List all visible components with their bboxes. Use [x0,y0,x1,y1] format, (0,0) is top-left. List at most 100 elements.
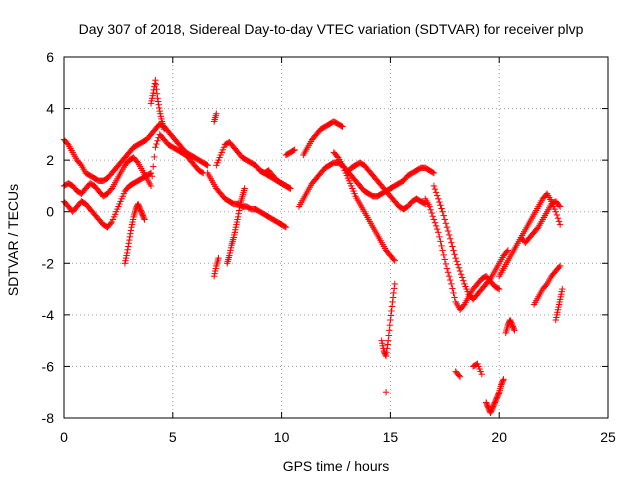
data-point [154,137,161,145]
data-point [431,185,439,193]
data-point [437,238,444,245]
data-point [140,214,148,222]
data-point [152,144,159,151]
data-point [150,163,157,170]
data-point [430,182,438,190]
x-tick-labels: 0 5 10 15 20 25 [60,429,616,445]
data-point [428,209,435,217]
data-point [156,104,163,112]
data-point [439,247,446,254]
y-tick-label: 6 [46,49,54,65]
data-point [234,213,242,221]
data-point [151,80,159,87]
data-point [440,212,447,219]
data-point [429,169,437,176]
data-point [556,262,564,270]
data-point [459,274,466,281]
data-point [153,86,160,93]
data-point [451,294,458,301]
chart-title: Day 307 of 2018, Sidereal Day-to-day VTE… [79,21,584,37]
data-point [150,86,157,94]
data-point [450,289,457,297]
data-point [235,210,242,217]
data-point [454,261,462,268]
series-track-w [482,376,507,417]
data-point [391,257,398,264]
data-point [456,373,464,380]
series-track-a [60,120,211,184]
data-point [391,285,398,292]
data-point [282,223,290,231]
data-point [449,243,456,250]
data-point [504,247,512,254]
data-point [235,207,243,214]
data-point [435,229,442,236]
data-point [496,285,503,293]
data-point [153,140,160,148]
data-point [447,276,454,284]
data-point [385,337,392,344]
y-tick-label: 2 [46,152,54,168]
data-point [437,202,444,209]
data-point [455,264,463,271]
data-point [495,390,502,397]
data-point [500,376,507,383]
data-point [555,202,563,209]
data-point [213,110,220,117]
data-point [382,389,390,396]
data-point [452,254,459,262]
data-point [436,198,443,206]
series-track-l [282,146,298,159]
x-tick-label: 5 [169,429,177,445]
data-points [60,77,566,417]
data-point [385,332,392,339]
data-point [198,169,206,176]
data-point [460,277,467,284]
data-point [534,225,541,232]
data-point [127,230,134,237]
data-point [241,185,248,192]
data-point [431,219,439,226]
data-point [339,123,346,130]
data-point [432,189,440,196]
data-point [433,192,441,199]
series-track-i [210,254,222,280]
data-point [390,256,397,263]
series-track-q [378,280,398,360]
data-point [542,282,550,289]
data-point [287,185,294,192]
data-point [435,195,442,203]
series-track-u [452,368,464,380]
data-point [160,126,168,133]
x-tick-label: 15 [383,429,399,445]
data-point [286,184,293,192]
series-track-p [343,159,429,213]
data-point [478,370,485,378]
y-axis-label: SDTVAR / TECUs [5,184,21,296]
data-point [430,216,438,223]
data-point [429,213,437,220]
data-point [436,233,443,241]
data-point [555,218,563,225]
data-point [426,203,433,210]
data-point [556,203,564,210]
data-point [389,298,396,306]
data-point [448,280,455,288]
data-point [456,267,464,275]
data-point [152,77,159,84]
data-point [388,307,395,315]
data-point [390,289,397,297]
series-track-s [422,195,503,313]
data-point [107,220,114,227]
data-point [383,345,391,352]
data-point [430,169,438,177]
data-point [126,233,134,241]
data-point [236,204,243,211]
x-tick-label: 10 [274,429,290,445]
series-track-e [147,77,168,133]
series-track-b [60,131,207,200]
data-point [389,294,397,301]
data-point [442,220,450,227]
